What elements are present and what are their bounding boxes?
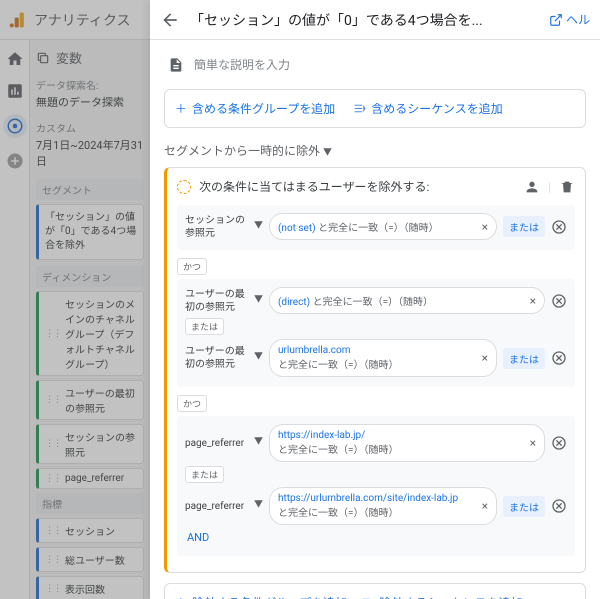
or-button[interactable]: または	[503, 496, 545, 517]
sequence-icon	[353, 102, 366, 115]
chevron-down-icon: ▼	[254, 221, 263, 233]
delete-icon[interactable]	[559, 179, 575, 195]
help-link[interactable]: ヘル	[549, 11, 590, 28]
back-icon[interactable]	[160, 10, 180, 30]
exclude-actions: ＋除外する条件グループを追加 除外するシーケンスを追加	[164, 583, 586, 599]
chip-remove-icon[interactable]: ×	[530, 436, 536, 450]
add-exclude-sequence[interactable]: 除外するシーケンスを追加	[361, 594, 522, 599]
chip-remove-icon[interactable]: ×	[482, 499, 488, 513]
filter-chip[interactable]: https://index-lab.jp/ と完全に一致（=）（随時）×	[269, 424, 545, 462]
or-conjunction: または	[185, 466, 224, 483]
condition-block: セッションの参照元▼ (not set) と完全に一致（=）（随時）× または	[177, 205, 575, 250]
add-exclude-condition[interactable]: ＋除外する条件グループを追加	[175, 594, 347, 599]
exclude-title: 次の条件に当てはまるユーザーを除外する:	[199, 178, 516, 195]
dimension-select[interactable]: page_referrer▼	[185, 500, 263, 513]
dimension-select[interactable]: ユーザーの最初の参照元▼	[185, 288, 263, 314]
description-input[interactable]: 簡単な説明を入力	[164, 50, 586, 79]
panel-title: 「セッション」の値が「0」である4つ場合を...	[190, 10, 539, 30]
chevron-down-icon: ▼	[254, 500, 263, 512]
chip-remove-icon[interactable]: ×	[530, 294, 536, 308]
remove-row-icon[interactable]	[551, 293, 567, 309]
chip-remove-icon[interactable]: ×	[482, 220, 488, 234]
remove-row-icon[interactable]	[551, 435, 567, 451]
or-conjunction: または	[185, 318, 224, 335]
segment-editor-panel: 「セッション」の値が「0」である4つ場合を... ヘル 簡単な説明を入力 ＋含め…	[150, 0, 600, 599]
plus-icon: ＋	[175, 594, 187, 599]
include-actions: ＋含める条件グループを追加 含めるシーケンスを追加	[164, 89, 586, 128]
or-button[interactable]: または	[503, 216, 545, 237]
and-conjunction: かつ	[177, 258, 207, 275]
exclude-marker-icon	[177, 180, 191, 194]
add-include-sequence[interactable]: 含めるシーケンスを追加	[353, 100, 502, 117]
and-button[interactable]: AND	[185, 527, 567, 548]
description-icon	[168, 57, 184, 73]
remove-row-icon[interactable]	[551, 350, 567, 366]
exclude-heading: セグメントから一時的に除外 ▼	[164, 142, 586, 159]
dimension-select[interactable]: ユーザーの最初の参照元▼	[185, 345, 263, 371]
filter-chip[interactable]: (not set) と完全に一致（=）（随時）×	[269, 213, 497, 240]
open-icon	[549, 13, 563, 27]
dimension-select[interactable]: セッションの参照元▼	[185, 214, 263, 240]
modal-overlay	[0, 0, 150, 599]
panel-header: 「セッション」の値が「0」である4つ場合を... ヘル	[150, 0, 600, 40]
exclude-group: 次の条件に当てはまるユーザーを除外する: | セッションの参照元▼ (not s…	[164, 167, 586, 573]
filter-chip[interactable]: https://urlumbrella.com/site/index-lab.j…	[269, 487, 497, 525]
chevron-down-icon: ▼	[254, 352, 263, 364]
chip-remove-icon[interactable]: ×	[482, 351, 488, 365]
and-conjunction: かつ	[177, 395, 207, 412]
condition-block: page_referrer▼ https://index-lab.jp/ と完全…	[177, 416, 575, 556]
condition-block: ユーザーの最初の参照元▼ (direct) と完全に一致（=）（随時）× または…	[177, 279, 575, 387]
add-include-condition[interactable]: ＋含める条件グループを追加	[175, 100, 335, 117]
chevron-down-icon: ▼	[254, 437, 263, 449]
remove-row-icon[interactable]	[551, 219, 567, 235]
remove-row-icon[interactable]	[551, 498, 567, 514]
chevron-down-icon: ▼	[254, 295, 263, 307]
filter-chip[interactable]: urlumbrella.com と完全に一致（=）（随時）×	[269, 339, 497, 377]
scope-icon[interactable]	[524, 179, 540, 195]
or-button[interactable]: または	[503, 348, 545, 369]
dimension-select[interactable]: page_referrer▼	[185, 437, 263, 450]
filter-chip[interactable]: (direct) と完全に一致（=）（随時）×	[269, 287, 545, 314]
plus-icon: ＋	[175, 100, 187, 117]
